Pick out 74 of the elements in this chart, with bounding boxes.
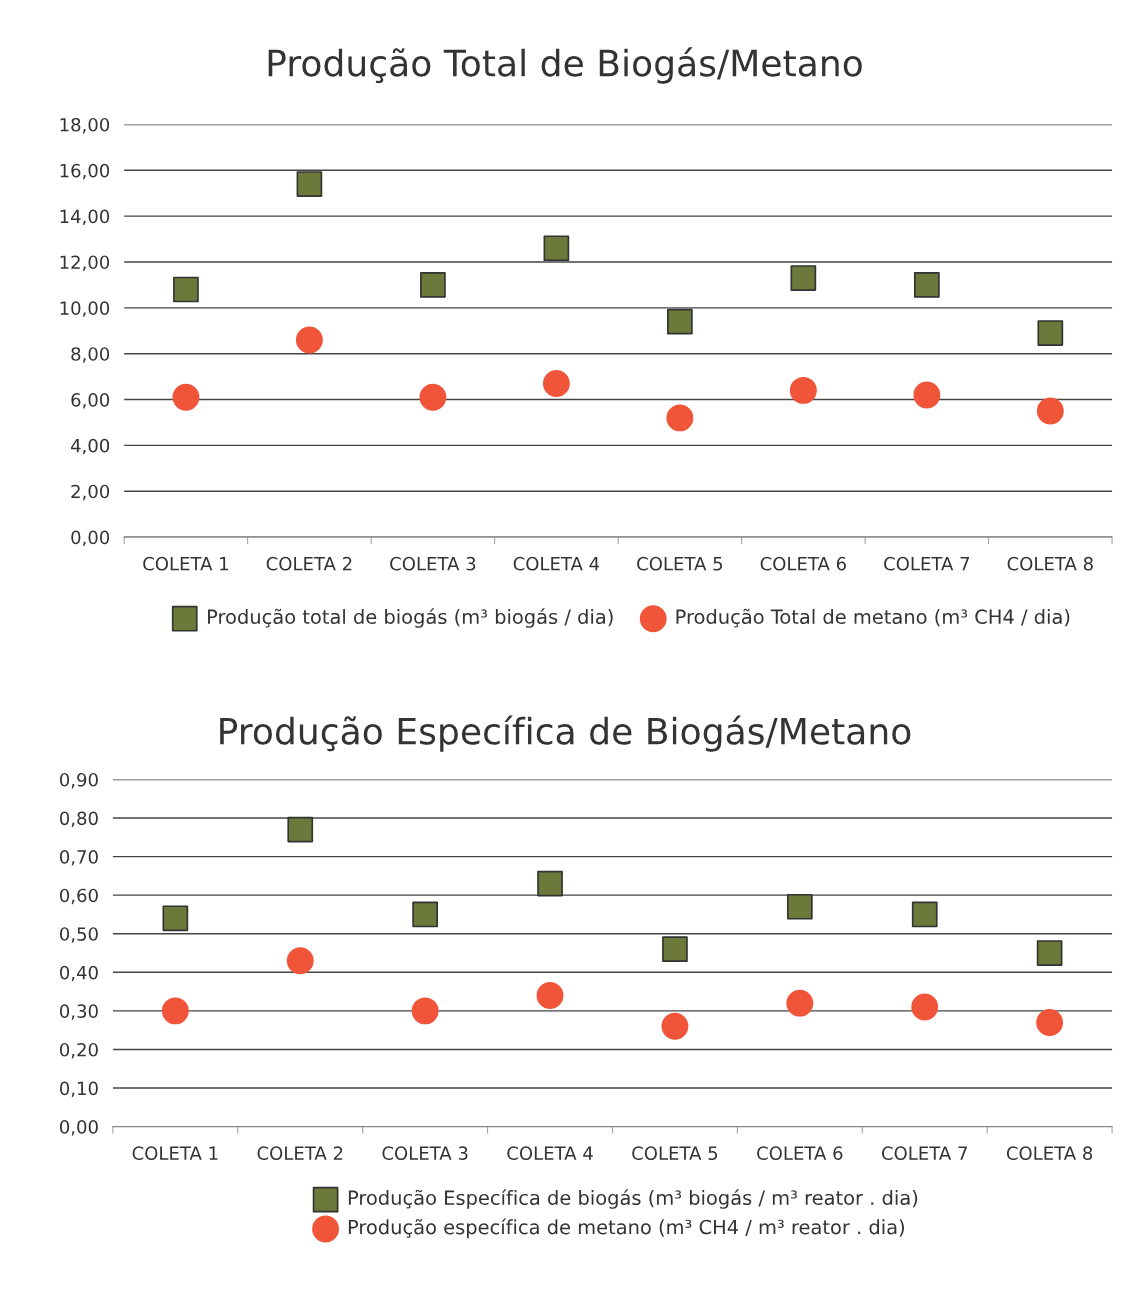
legend-label: Produção Total de metano (m³ CH4 / dia) xyxy=(676,608,1070,628)
point xyxy=(420,272,446,298)
point xyxy=(296,171,323,197)
point xyxy=(662,936,688,963)
y-tick-label: 6,00 xyxy=(71,393,110,409)
x-tick-label: COLETA 1 xyxy=(143,556,229,571)
y-tick-label: 16,00 xyxy=(60,163,110,180)
x-tick-label: COLETA 4 xyxy=(507,1146,593,1161)
y-tick-label: 0,80 xyxy=(60,811,98,827)
point xyxy=(1036,397,1064,425)
legend-label: Produção específica de metano (m³ CH4 / m³ reator . dia) xyxy=(348,1218,904,1239)
chart-title: Produção Total de Biogás/Metano xyxy=(268,47,862,84)
point xyxy=(542,370,570,397)
point xyxy=(161,997,189,1025)
point xyxy=(537,870,563,897)
point xyxy=(1036,940,1063,966)
point xyxy=(295,326,323,354)
y-tick-label: 0,30 xyxy=(60,1004,98,1020)
x-tick-label: COLETA 7 xyxy=(881,1146,967,1161)
y-tick-label: 0,10 xyxy=(60,1081,98,1097)
point xyxy=(661,1012,689,1040)
point xyxy=(666,404,694,432)
x-tick-label: COLETA 4 xyxy=(513,556,600,571)
x-tick-label: COLETA 8 xyxy=(1007,556,1093,571)
y-tick-label: 12,00 xyxy=(60,255,110,271)
x-tick-label: COLETA 5 xyxy=(637,556,723,571)
y-tick-label: 0,60 xyxy=(60,888,98,905)
y-tick-label: 0,90 xyxy=(60,772,98,789)
x-tick-label: COLETA 3 xyxy=(382,1146,468,1161)
point xyxy=(412,901,439,928)
point xyxy=(913,381,941,409)
x-tick-label: COLETA 6 xyxy=(757,1146,843,1161)
point xyxy=(786,989,814,1017)
point xyxy=(789,376,817,404)
point xyxy=(790,265,817,291)
point xyxy=(1036,1009,1064,1036)
point xyxy=(419,383,447,411)
x-tick-label: COLETA 6 xyxy=(760,556,846,571)
legend-label: Produção Específica de biogás (m³ biogás / m³ reator . dia) xyxy=(348,1189,918,1209)
y-tick-label: 0,00 xyxy=(71,530,110,547)
y-tick-label: 0,70 xyxy=(60,850,98,866)
x-tick-label: COLETA 5 xyxy=(632,1146,718,1161)
x-tick-label: COLETA 8 xyxy=(1006,1146,1093,1161)
point xyxy=(162,905,189,932)
x-tick-label: COLETA 2 xyxy=(266,556,352,571)
point xyxy=(287,816,314,843)
point xyxy=(286,947,314,975)
point xyxy=(911,901,938,928)
x-tick-label: COLETA 7 xyxy=(884,556,970,571)
y-tick-label: 2,00 xyxy=(71,484,110,501)
legend-label: Produção total de biogás (m³ biogás / dia) xyxy=(208,608,613,628)
y-tick-label: 4,00 xyxy=(70,438,110,455)
point xyxy=(913,272,940,298)
point xyxy=(786,893,813,920)
y-tick-label: 0,20 xyxy=(60,1042,98,1059)
x-tick-label: COLETA 1 xyxy=(132,1146,218,1161)
chart-title: Produção Específica de Biogás/Metano xyxy=(220,715,911,752)
point xyxy=(172,383,200,411)
point xyxy=(411,997,439,1025)
y-tick-label: 8,00 xyxy=(71,347,110,363)
y-tick-label: 0,50 xyxy=(60,927,98,943)
y-tick-label: 18,00 xyxy=(60,117,110,134)
point xyxy=(1037,320,1064,346)
point xyxy=(543,235,570,262)
y-tick-label: 10,00 xyxy=(60,301,110,317)
point xyxy=(911,993,939,1021)
x-tick-label: COLETA 3 xyxy=(390,556,476,571)
y-tick-label: 0,00 xyxy=(60,1120,98,1136)
y-tick-label: 14,00 xyxy=(60,209,110,226)
y-tick-label: 0,40 xyxy=(60,965,98,982)
point xyxy=(667,308,693,335)
x-tick-label: COLETA 2 xyxy=(257,1146,343,1161)
point xyxy=(173,276,199,303)
point xyxy=(536,982,564,1009)
